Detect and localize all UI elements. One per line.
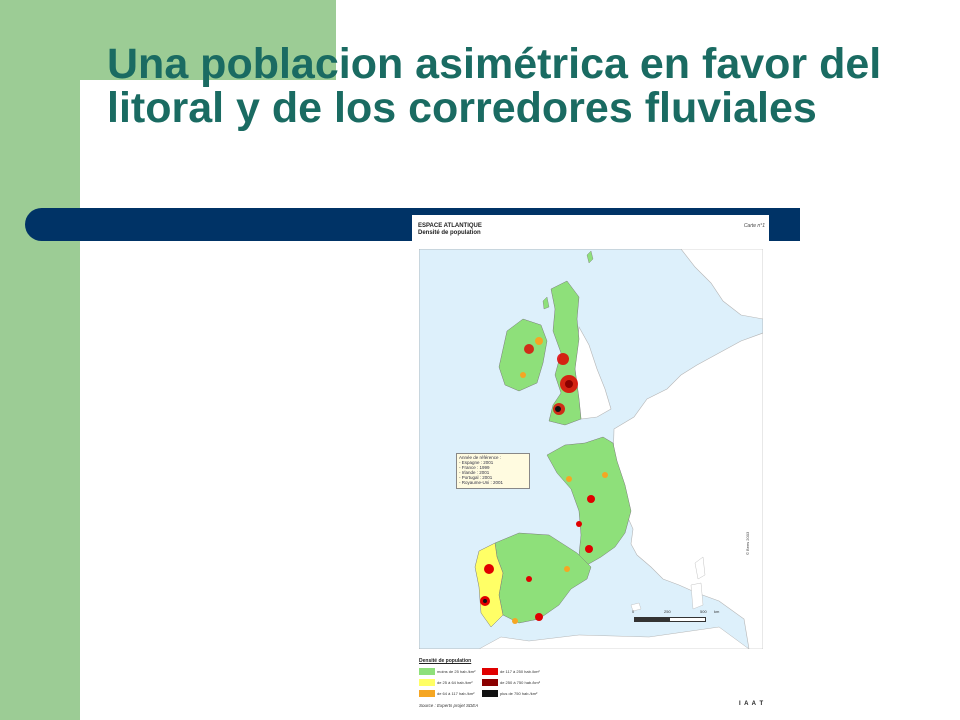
scale-label: km bbox=[714, 609, 720, 614]
density-hotspots bbox=[480, 337, 608, 624]
legend-swatch bbox=[482, 668, 498, 675]
map-canvas bbox=[419, 249, 763, 649]
mediterranean-islands bbox=[630, 556, 706, 612]
iaat-logo: I A A T bbox=[739, 701, 765, 707]
top-accent-band bbox=[80, 0, 336, 80]
left-accent-band bbox=[0, 0, 80, 720]
scale-label: 0 bbox=[632, 609, 635, 614]
slide-title: Una poblacion asimétrica en favor del li… bbox=[107, 40, 882, 132]
reference-line: - France : 1999 bbox=[459, 465, 490, 470]
scale-label: 500 bbox=[700, 609, 707, 614]
reference-line: - Portugal : 2001 bbox=[459, 475, 493, 480]
map-subtitle: Densité de population bbox=[418, 230, 481, 236]
map-source: Source : Experts projet SDEA bbox=[419, 703, 479, 708]
legend-item: moins de 25 hab./km² bbox=[419, 668, 475, 675]
legend-item: de 250 à 750 hab./km² bbox=[482, 679, 540, 686]
map-title: ESPACE ATLANTIQUE bbox=[418, 223, 482, 229]
ireland bbox=[498, 318, 548, 392]
title-panel-corner bbox=[80, 80, 336, 208]
north-africa bbox=[478, 626, 750, 649]
legend-label: de 250 à 750 hab./km² bbox=[500, 680, 541, 685]
legend-label: de 64 à 117 hab./km² bbox=[437, 691, 475, 696]
legend-label: de 117 à 250 hab./km² bbox=[500, 669, 540, 674]
legend-title: Densité de population bbox=[419, 658, 472, 664]
map-number: Carte n°1 bbox=[743, 223, 765, 229]
legend-item: plus de 750 hab./km² bbox=[482, 690, 537, 697]
legend-swatch bbox=[419, 668, 435, 675]
scale-bar bbox=[634, 617, 706, 622]
legend-item: de 117 à 250 hab./km² bbox=[482, 668, 540, 675]
copyright: © Bees 2003 bbox=[745, 531, 750, 555]
legend-swatch bbox=[482, 679, 498, 686]
legend-swatch bbox=[419, 690, 435, 697]
population-density-map: ESPACE ATLANTIQUE Densité de population … bbox=[412, 215, 769, 715]
legend-label: moins de 25 hab./km² bbox=[437, 669, 476, 674]
legend-label: de 25 à 64 hab./km² bbox=[437, 680, 473, 685]
legend-item: de 64 à 117 hab./km² bbox=[419, 690, 475, 697]
legend-label: plus de 750 hab./km² bbox=[500, 691, 538, 696]
reference-line: - Irlande : 2001 bbox=[459, 470, 490, 475]
legend-item: de 25 à 64 hab./km² bbox=[419, 679, 473, 686]
scandinavia bbox=[680, 249, 763, 320]
portugal bbox=[474, 542, 504, 628]
legend-swatch bbox=[482, 690, 498, 697]
continental-europe bbox=[612, 332, 763, 649]
scottish-islands bbox=[542, 250, 594, 310]
legend-swatch bbox=[419, 679, 435, 686]
reference-line: - Royaume-Uni : 2001 bbox=[459, 480, 504, 485]
reference-line: - Espagne : 2001 bbox=[459, 460, 494, 465]
scale-label: 250 bbox=[664, 609, 671, 614]
reference-year-box: Année de référence : - Espagne : 2001 - … bbox=[456, 453, 530, 489]
reference-title: Année de référence : bbox=[459, 455, 502, 460]
